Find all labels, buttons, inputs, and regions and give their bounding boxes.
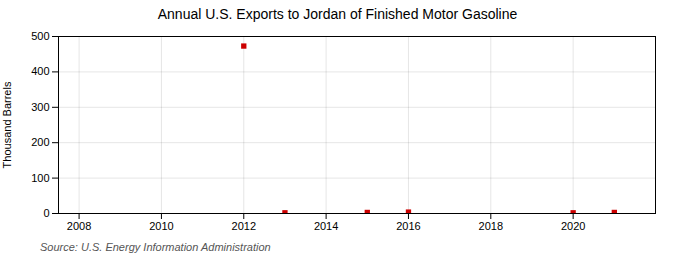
svg-text:0: 0 [43, 207, 49, 219]
svg-text:2018: 2018 [479, 220, 503, 232]
svg-text:100: 100 [31, 172, 49, 184]
svg-text:2016: 2016 [396, 220, 420, 232]
html-text:Source: U.S. Energy Informatio: Source: U.S. Energy Information Administ… [40, 241, 271, 253]
svg-text:Thousand Barrels: Thousand Barrels [1, 81, 13, 168]
svg-text:400: 400 [31, 65, 49, 77]
svg-text:2020: 2020 [561, 220, 585, 232]
svg-text:2008: 2008 [67, 220, 91, 232]
svg-text:200: 200 [31, 136, 49, 148]
svg-text:300: 300 [31, 101, 49, 113]
svg-text:500: 500 [31, 30, 49, 42]
svg-text:2012: 2012 [232, 220, 256, 232]
html-text:Annual U.S. Exports to Jordan: Annual U.S. Exports to Jordan of Finishe… [157, 6, 518, 22]
svg-text:2010: 2010 [149, 220, 173, 232]
svg-text:2014: 2014 [314, 220, 338, 232]
